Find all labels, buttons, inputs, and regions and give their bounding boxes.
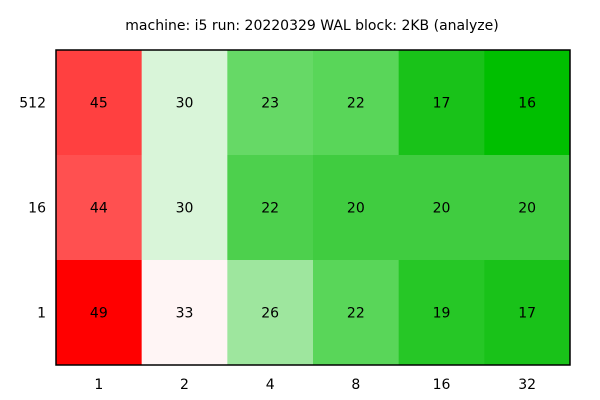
x-tick-label: 4 — [266, 377, 275, 393]
cell-value-label: 30 — [176, 96, 194, 112]
plot-frame — [55, 49, 571, 366]
cell-value-label: 33 — [176, 306, 194, 322]
heatmap-cell — [398, 50, 485, 156]
y-tick-label: 1 — [37, 306, 46, 322]
cell-value-label: 17 — [518, 306, 536, 322]
heatmap-cell — [313, 155, 400, 261]
y-tick-label: 512 — [19, 96, 46, 112]
heatmap-cell — [227, 155, 314, 261]
cell-value-label: 22 — [347, 306, 365, 322]
cell-value-label: 19 — [433, 306, 451, 322]
heatmap-cell — [56, 50, 143, 156]
heatmap-cell — [484, 50, 571, 156]
heatmap-cell — [484, 155, 571, 261]
cell-value-label: 49 — [90, 306, 108, 322]
heatmap-cell — [56, 260, 143, 366]
heatmap-cell — [56, 155, 143, 261]
cell-value-label: 20 — [518, 201, 536, 217]
x-tick-label: 16 — [433, 377, 451, 393]
x-tick-label: 8 — [351, 377, 360, 393]
heatmap-cell — [484, 260, 571, 366]
y-tick-label: 16 — [28, 201, 46, 217]
heatmap-cell — [141, 155, 228, 261]
cell-value-label: 20 — [433, 201, 451, 217]
cell-value-label: 22 — [347, 96, 365, 112]
heatmap-cell — [313, 50, 400, 156]
heatmap-cells: 45 30 23 22 17 16 44 30 22 20 20 20 49 33 26 22 19 17 — [56, 50, 571, 366]
x-tick-label: 32 — [518, 377, 536, 393]
cell-value-label: 17 — [433, 96, 451, 112]
heatmap-cell — [313, 260, 400, 366]
x-tick-label: 2 — [180, 377, 189, 393]
heatmap-cell — [141, 260, 228, 366]
x-axis-ticks: 1 2 4 8 16 32 — [94, 377, 536, 393]
cell-value-label: 30 — [176, 201, 194, 217]
heatmap-cell — [227, 260, 314, 366]
cell-value-label: 22 — [261, 201, 279, 217]
cell-value-label: 44 — [90, 201, 108, 217]
chart-title: machine: i5 run: 20220329 WAL block: 2KB… — [125, 18, 498, 34]
heatmap-cell — [227, 50, 314, 156]
cell-value-label: 26 — [261, 306, 279, 322]
x-tick-label: 1 — [94, 377, 103, 393]
cell-value-label: 23 — [261, 96, 279, 112]
heatmap-cell — [398, 155, 485, 261]
y-axis-ticks: 512 16 1 — [19, 96, 46, 322]
cell-value-label: 16 — [518, 96, 536, 112]
heatmap-cell — [141, 50, 228, 156]
heatmap-cell — [398, 260, 485, 366]
cell-value-label: 20 — [347, 201, 365, 217]
cell-value-label: 45 — [90, 96, 108, 112]
